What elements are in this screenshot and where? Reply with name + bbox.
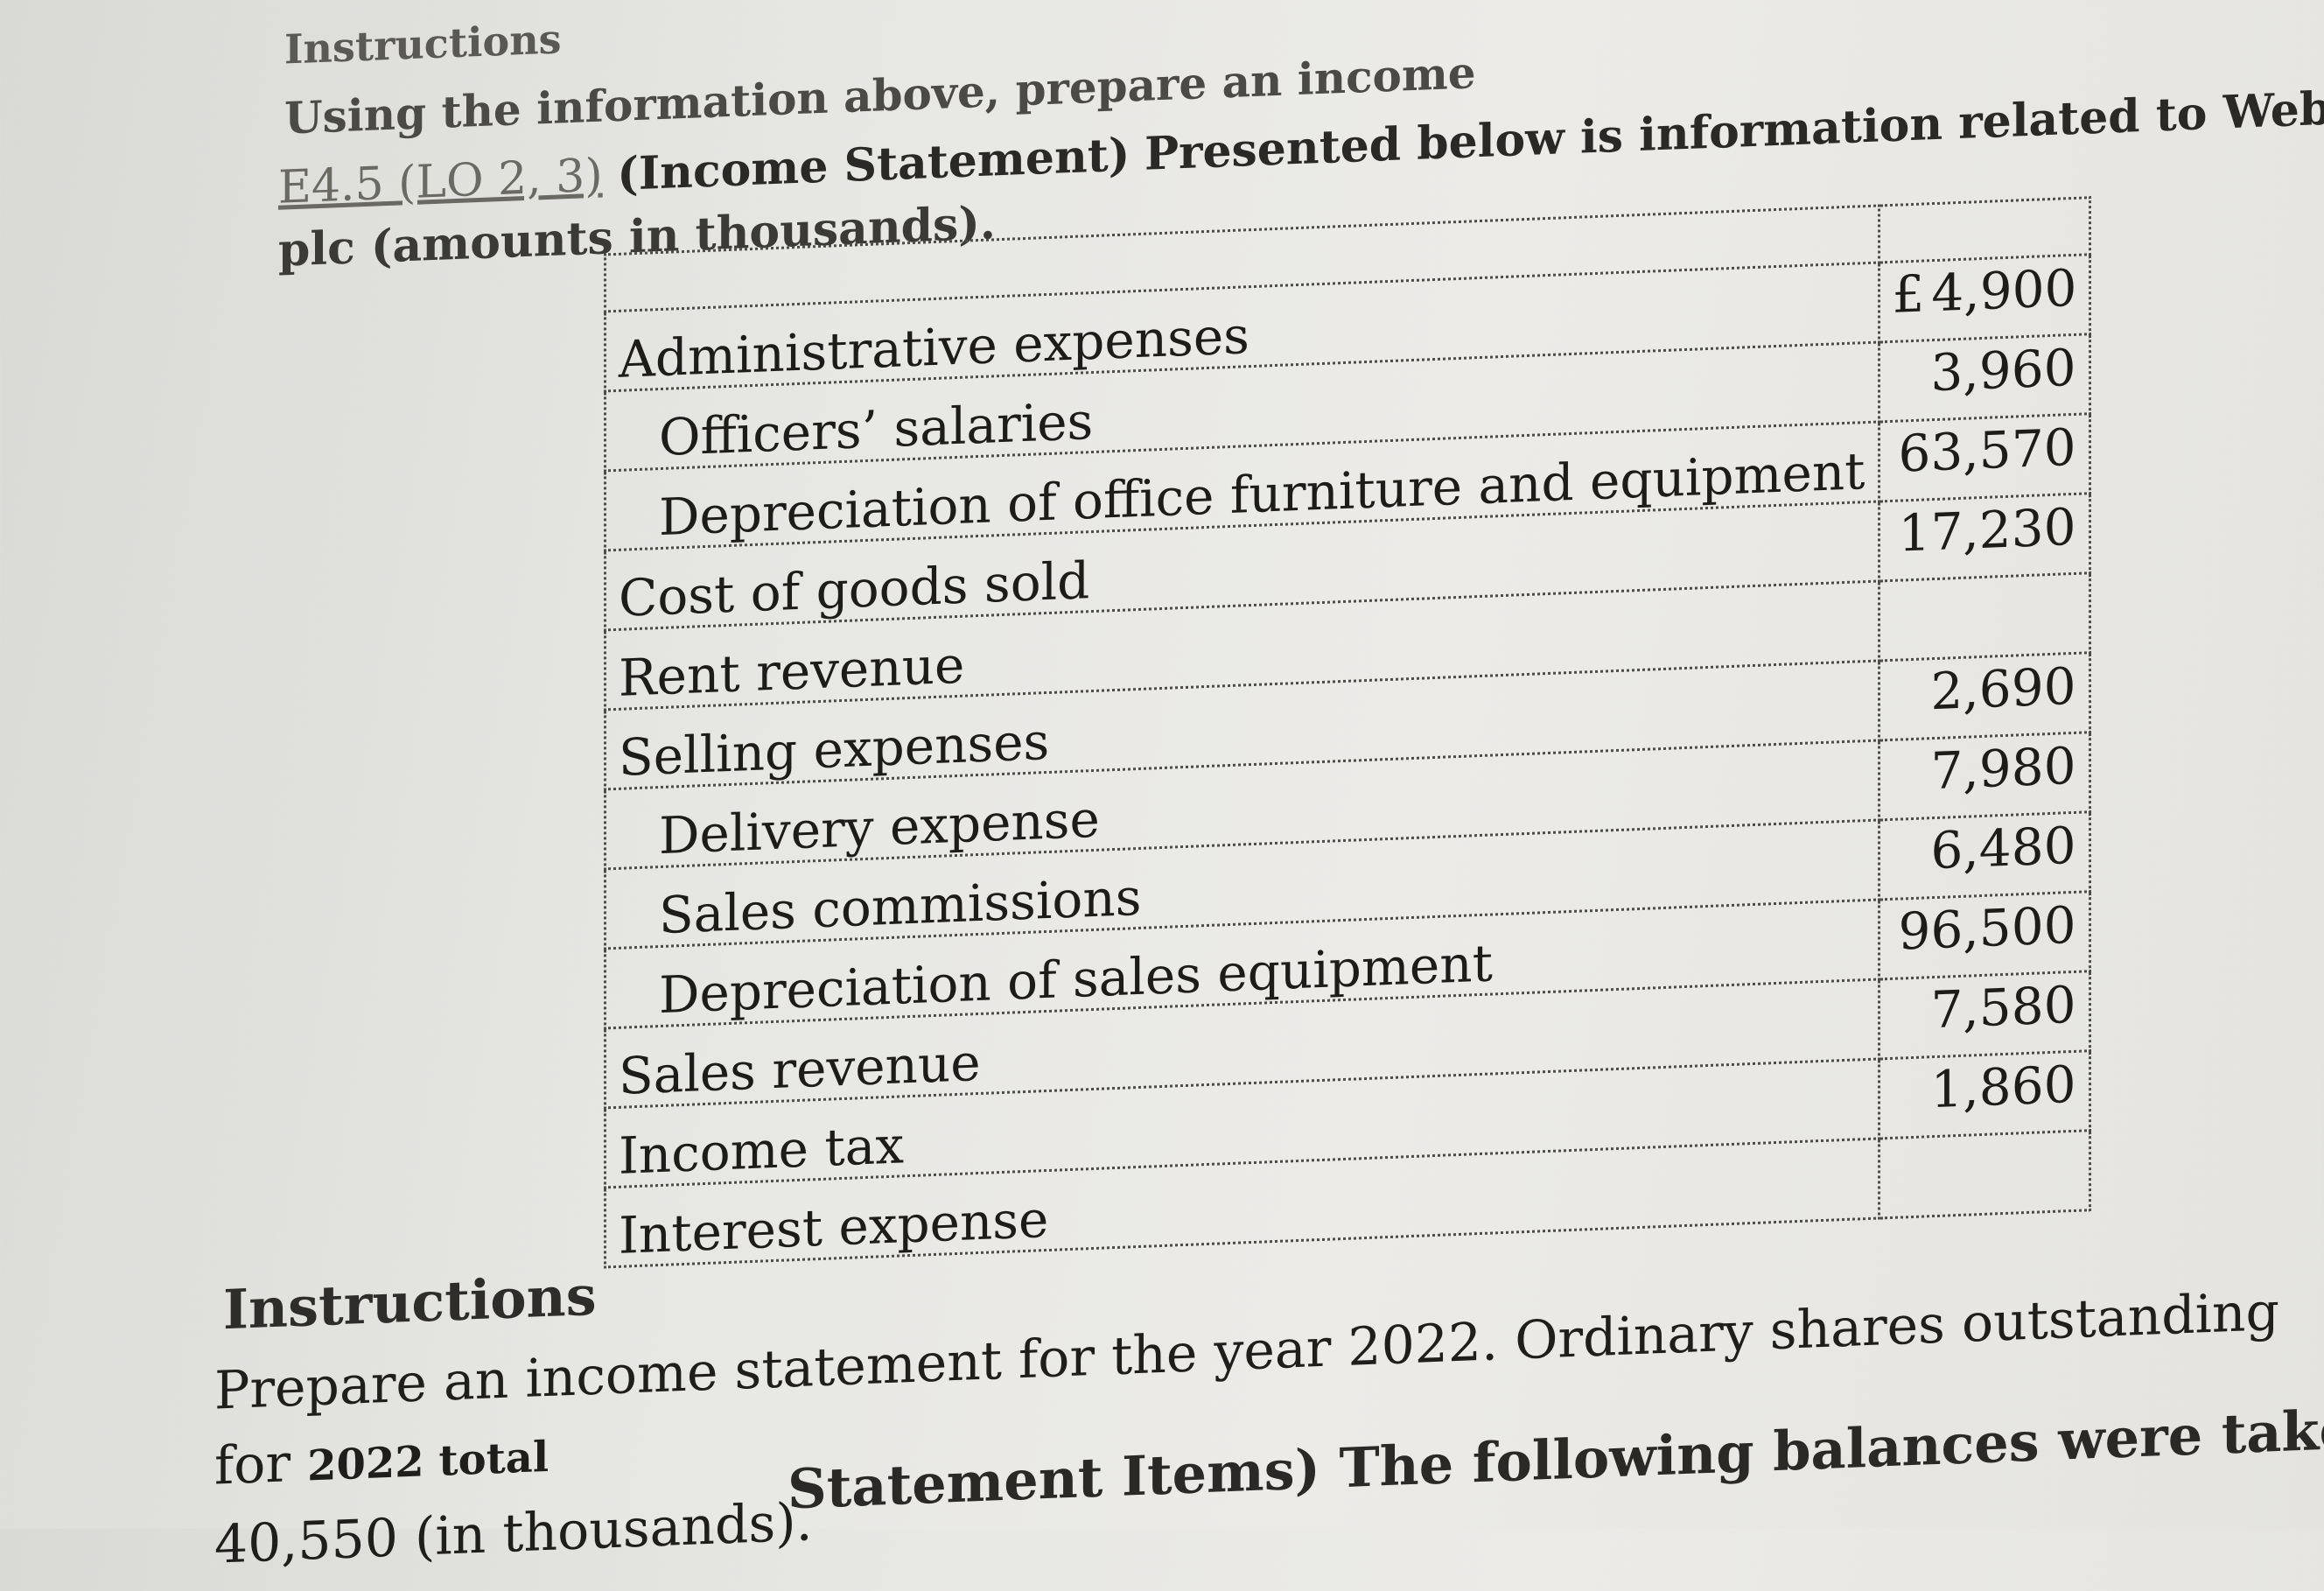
instructions-heading-top: Instructions [284,15,562,74]
item-amount: 63,570 [1879,413,2090,502]
item-amount: £ 4,900 [1879,254,2090,343]
instructions-text-end: 40,550 (in thousands). [214,1491,813,1576]
textbook-page: Instructions Using the information above… [214,15,2324,1575]
item-amount: 7,580 [1879,971,2090,1060]
item-amount: 2,690 [1879,652,2090,741]
exercise-code: E4.5 (LO 2, 3) [278,149,603,214]
item-amount: 17,230 [1879,493,2090,582]
item-amount: 6,480 [1879,811,2090,901]
item-amount-value: 4,900 [1931,257,2077,324]
item-amount: 1,860 [1879,1050,2090,1139]
table-header-amount-cell [1879,197,2090,263]
item-amount [1879,1130,2090,1219]
instructions-text-small: 2022 total [307,1432,550,1491]
account-items-table: Administrative expenses £ 4,900 Officers… [604,196,2091,1268]
item-amount: 96,500 [1879,891,2090,980]
item-amount: 3,960 [1879,333,2090,423]
exercise-title: (Income Statement) [617,128,1130,201]
item-amount [1879,572,2090,662]
item-amount: 7,980 [1879,732,2090,821]
instructions-heading: Instructions [223,1263,597,1342]
currency-symbol: £ [1892,263,1925,325]
